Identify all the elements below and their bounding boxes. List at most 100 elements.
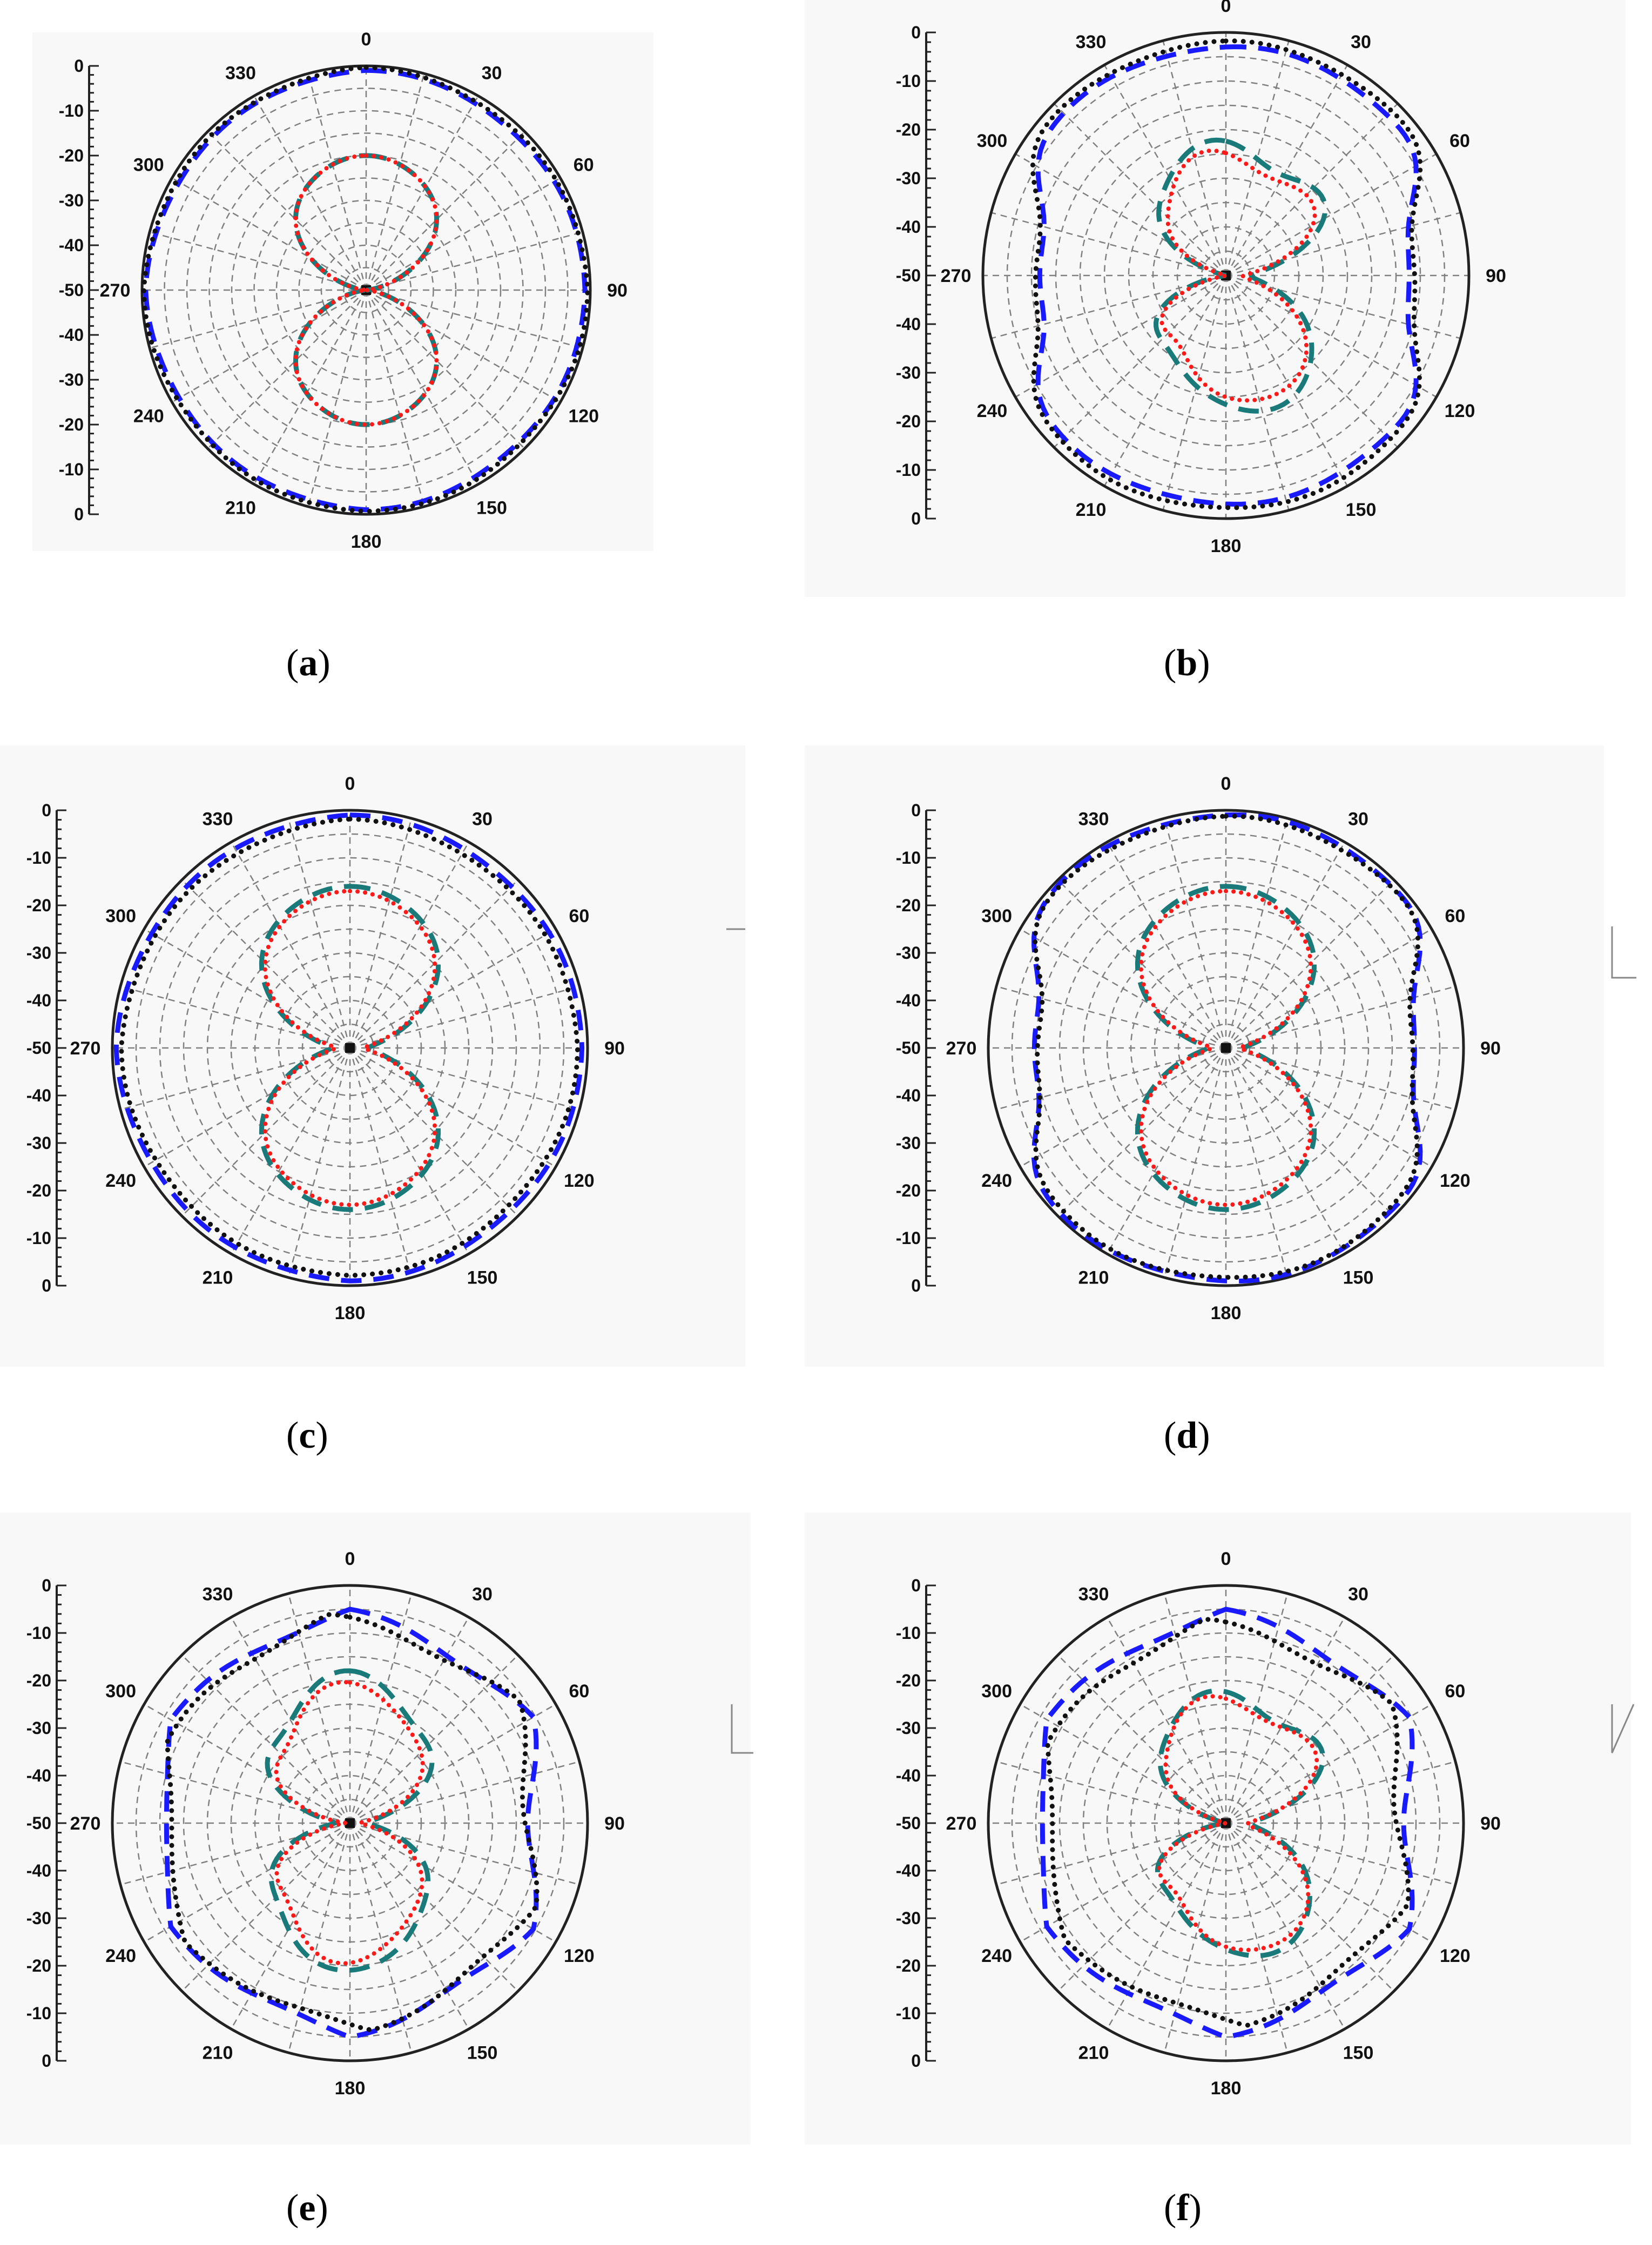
radial-tick-label: -10 bbox=[26, 848, 51, 868]
radial-tick-label: -30 bbox=[896, 169, 921, 188]
grid-spoke bbox=[366, 177, 561, 291]
angle-tick-label: 30 bbox=[1348, 809, 1368, 830]
series-line-black-dot bbox=[119, 816, 581, 1278]
grid-spoke bbox=[366, 289, 561, 403]
series-line-red-dot bbox=[293, 153, 439, 427]
radial-tick-label: -30 bbox=[26, 1133, 51, 1153]
series-line-red-dot bbox=[274, 1679, 425, 1966]
radial-tick-label: 0 bbox=[42, 1276, 51, 1295]
angle-tick-label: 270 bbox=[941, 266, 972, 286]
grid-spoke bbox=[307, 290, 367, 507]
angle-tick-label: 240 bbox=[981, 1946, 1012, 1966]
grid-spoke bbox=[366, 231, 583, 291]
angle-tick-label: 330 bbox=[1078, 809, 1109, 830]
radial-tick-label: 0 bbox=[42, 801, 51, 820]
angle-tick-label: 120 bbox=[564, 1171, 595, 1191]
grid-spoke bbox=[1225, 1047, 1346, 1254]
edge-bracket-fragment bbox=[1611, 926, 1636, 979]
angle-tick-label: 60 bbox=[1445, 1681, 1465, 1702]
angle-tick-label: 180 bbox=[1211, 536, 1242, 556]
grid-spoke bbox=[1225, 275, 1399, 448]
grid-spoke bbox=[1015, 274, 1226, 398]
angle-tick-label: 300 bbox=[977, 131, 1008, 151]
angle-tick-label: 330 bbox=[225, 63, 256, 83]
grid-spoke bbox=[1106, 1047, 1227, 1254]
angle-tick-label: 30 bbox=[1348, 1584, 1368, 1605]
series-line-red-dot bbox=[1159, 148, 1317, 403]
grid-spoke bbox=[366, 131, 525, 291]
radial-tick-label: -10 bbox=[896, 1228, 921, 1248]
angle-tick-label: 240 bbox=[105, 1946, 136, 1966]
grid-spoke bbox=[253, 290, 367, 485]
grid-spoke bbox=[1225, 818, 1289, 1048]
series-line-teal-dash bbox=[1155, 1688, 1326, 1958]
radial-tick-label: -20 bbox=[26, 1181, 51, 1200]
outer-ring bbox=[111, 809, 589, 1287]
grid-spoke bbox=[349, 1823, 519, 1992]
grid-spoke bbox=[230, 1047, 351, 1254]
angle-tick-label: 120 bbox=[568, 406, 599, 427]
radial-tick-label: -40 bbox=[896, 314, 921, 334]
grid-ring bbox=[1079, 129, 1373, 422]
angle-tick-label: 270 bbox=[946, 1038, 977, 1059]
angle-tick-label: 120 bbox=[1440, 1946, 1471, 1966]
radial-tick-label: -40 bbox=[896, 991, 921, 1010]
angle-tick-label: 0 bbox=[345, 1549, 355, 1569]
grid-spoke bbox=[366, 289, 583, 349]
grid-ring bbox=[298, 222, 434, 358]
radial-tick-label: -30 bbox=[896, 1908, 921, 1928]
radial-tick-label: -50 bbox=[896, 1813, 921, 1833]
angle-tick-label: 60 bbox=[569, 1681, 589, 1702]
grid-spoke bbox=[996, 1760, 1226, 1824]
grid-spoke bbox=[144, 1703, 350, 1824]
radial-tick-label: -10 bbox=[896, 848, 921, 868]
radial-tick-label: -50 bbox=[59, 280, 84, 300]
grid-spoke bbox=[1053, 275, 1226, 448]
series-line-teal-dash bbox=[1135, 884, 1317, 1212]
grid-spoke bbox=[1225, 1047, 1432, 1168]
grid-ring bbox=[275, 199, 457, 381]
series-line-blue-dash bbox=[1035, 44, 1419, 507]
angle-tick-label: 150 bbox=[1346, 500, 1377, 520]
radial-tick-label: -30 bbox=[26, 943, 51, 963]
angle-tick-label: 30 bbox=[472, 809, 493, 830]
angle-tick-label: 180 bbox=[1211, 2078, 1242, 2099]
angle-tick-label: 60 bbox=[574, 155, 594, 176]
angle-tick-label: 60 bbox=[1445, 906, 1465, 926]
grid-ring bbox=[231, 154, 502, 426]
angle-tick-label: 90 bbox=[604, 1038, 625, 1059]
radial-tick-label: -50 bbox=[896, 1038, 921, 1058]
grid-spoke bbox=[1225, 275, 1290, 510]
grid-spoke bbox=[349, 1047, 556, 1168]
angle-tick-label: 0 bbox=[345, 774, 355, 794]
panel-background bbox=[805, 0, 1626, 597]
polar-panel-f: 0 30 60 90 120 150 180 210 240 270 300 330 0 -10 -20 -3… bbox=[805, 1513, 1635, 2229]
panel-caption: (e) bbox=[286, 2187, 328, 2229]
radial-tick-label: -20 bbox=[896, 412, 921, 431]
grid-spoke bbox=[1225, 1617, 1346, 1824]
grid-spoke bbox=[365, 73, 425, 291]
grid-spoke bbox=[991, 212, 1226, 277]
panel-caption: (b) bbox=[1164, 642, 1210, 684]
grid-spoke bbox=[1103, 275, 1227, 487]
outer-ring bbox=[981, 31, 1471, 520]
angle-tick-label: 180 bbox=[335, 2078, 366, 2099]
grid-ring bbox=[164, 88, 569, 493]
angle-tick-label: 300 bbox=[105, 906, 136, 926]
grid-spoke bbox=[307, 73, 367, 291]
grid-spoke bbox=[366, 290, 525, 449]
grid-spoke bbox=[144, 1047, 350, 1168]
radial-tick-label: 0 bbox=[911, 801, 921, 820]
angle-tick-label: 0 bbox=[1221, 0, 1231, 16]
angle-tick-label: 210 bbox=[1076, 500, 1107, 520]
angle-tick-label: 0 bbox=[1221, 774, 1231, 794]
angle-tick-label: 330 bbox=[203, 1584, 233, 1605]
edge-bracket-fragment bbox=[731, 1704, 753, 1754]
series-line-teal-dash bbox=[1153, 137, 1328, 414]
radial-tick-label: -20 bbox=[26, 896, 51, 915]
grid-ring bbox=[208, 132, 524, 448]
grid-spoke bbox=[1057, 1654, 1226, 1824]
series-line-teal-dash bbox=[265, 1668, 435, 1973]
grid-spoke bbox=[181, 1654, 350, 1824]
grid-spoke bbox=[1225, 41, 1290, 276]
